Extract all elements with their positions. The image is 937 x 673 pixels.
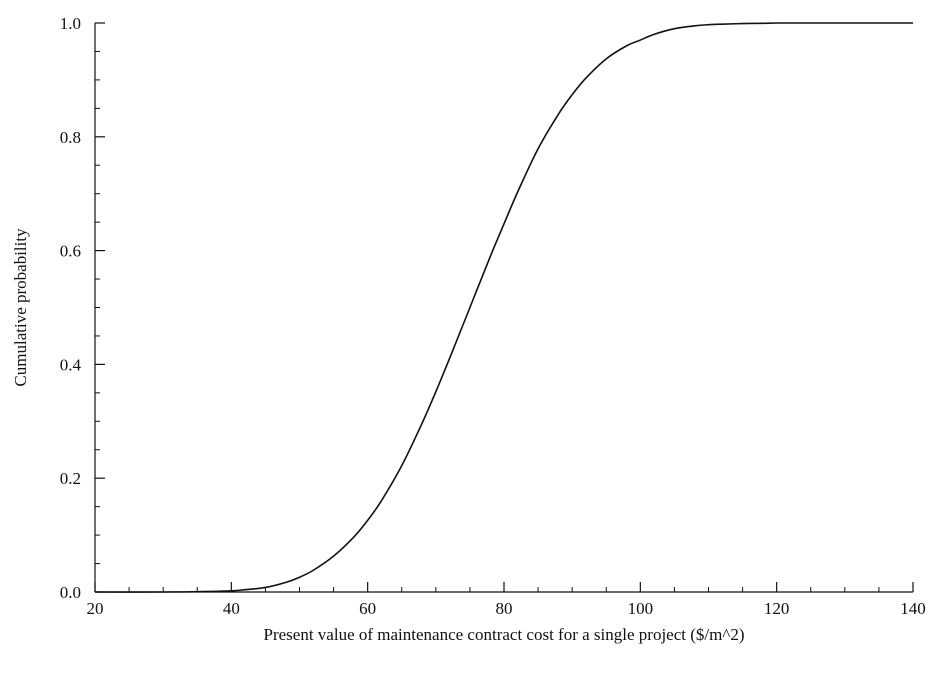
y-tick-label: 1.0 [60, 14, 81, 33]
y-tick-label: 0.8 [60, 128, 81, 147]
x-tick-label: 80 [496, 599, 513, 618]
y-tick-label: 0.0 [60, 583, 81, 602]
x-tick-label: 20 [87, 599, 104, 618]
y-axis-title: Cumulative probability [11, 228, 30, 387]
x-tick-label: 60 [359, 599, 376, 618]
y-tick-label: 0.4 [60, 355, 82, 374]
cdf-curve [94, 22, 913, 593]
y-tick-label: 0.2 [60, 469, 81, 488]
y-tick-label: 0.6 [60, 242, 81, 261]
plot-area: 20 40 60 80 100 120 140 0.0 0.2 0.4 0.6 0.8 1.0 [60, 14, 926, 618]
x-tick-label: 120 [764, 599, 790, 618]
x-tick-label: 100 [628, 599, 654, 618]
x-tick-label: 40 [223, 599, 240, 618]
x-axis-title: Present value of maintenance contract co… [264, 625, 745, 644]
x-tick-label: 140 [900, 599, 926, 618]
